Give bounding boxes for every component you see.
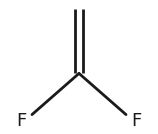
Text: F: F bbox=[131, 112, 142, 130]
Text: F: F bbox=[16, 112, 27, 130]
